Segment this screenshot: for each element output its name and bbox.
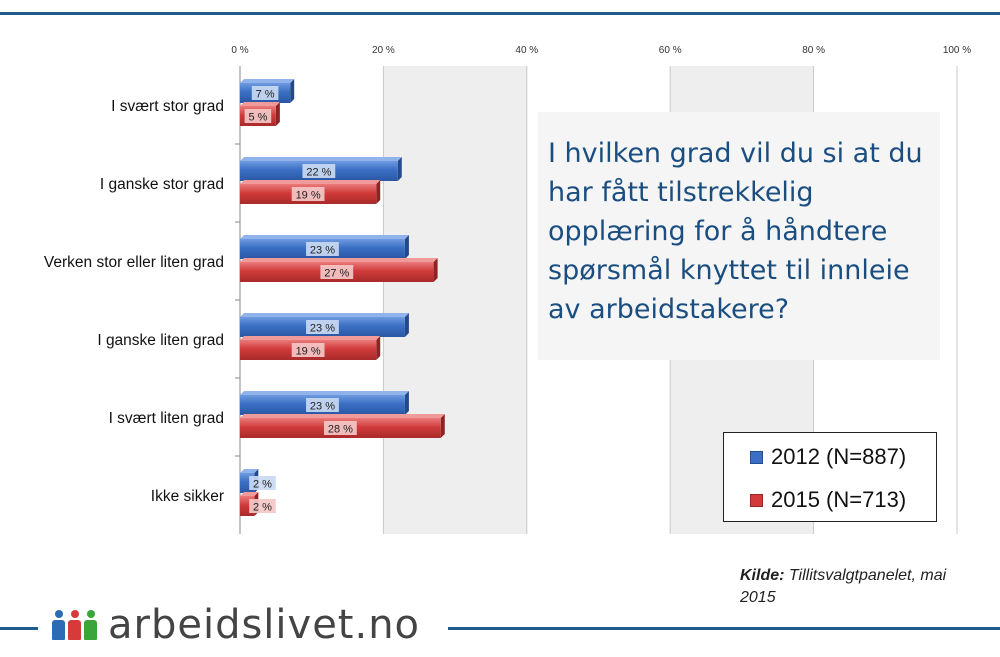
bar-side-2015 (275, 102, 280, 126)
bar-side-2012 (404, 313, 409, 337)
question-box: I hvilken grad vil du si at du har fått … (538, 112, 940, 360)
logo-people-icon (52, 610, 100, 640)
bar-side-2012 (290, 79, 295, 103)
bar-side-2015 (376, 180, 381, 204)
data-label-box (323, 421, 357, 435)
logo: arbeidslivet.no (52, 600, 420, 650)
data-label-box (291, 187, 325, 201)
top-rule (0, 12, 1000, 15)
data-label-box (251, 86, 279, 100)
bar-side-2015 (440, 414, 445, 438)
person-icon-green (84, 610, 97, 640)
source-label: Kilde: (740, 567, 785, 584)
category-label: I ganske stor grad (100, 176, 224, 193)
data-label-box (306, 242, 339, 256)
data-label: 22 % (306, 167, 331, 179)
bar-side-2015 (376, 336, 381, 360)
data-label: 27 % (324, 268, 349, 280)
legend-item-2012: 2012 (N=887) (750, 444, 906, 470)
data-label: 23 % (310, 323, 335, 335)
bar-top-2012 (240, 469, 259, 473)
source-text: Tillitsvalgtpanelet, mai 2015 (740, 567, 947, 606)
bar-top-2015 (240, 180, 381, 184)
data-label: 19 % (296, 190, 321, 202)
chart-legend: 2012 (N=887) 2015 (N=713) (723, 432, 937, 522)
question-text: I hvilken grad vil du si at du har fått … (548, 138, 923, 325)
data-label: 2 % (253, 479, 272, 491)
data-label-box (320, 265, 354, 279)
bar-side-2012 (404, 391, 409, 415)
footer-rule-right (448, 627, 1000, 630)
bar-side-2015 (433, 258, 438, 282)
data-label: 19 % (296, 346, 321, 358)
grid-band (383, 66, 527, 534)
bar-top-2015 (240, 492, 259, 496)
bar-top-2012 (240, 157, 402, 161)
x-tick-label: 20 % (372, 45, 395, 56)
legend-label-2012: 2012 (N=887) (771, 444, 907, 469)
data-label: 7 % (256, 89, 275, 101)
bar-side-2012 (397, 157, 402, 181)
grid-band (240, 66, 384, 534)
category-label: I svært stor grad (111, 98, 224, 115)
bar-top-2015 (240, 414, 445, 418)
category-label: I svært liten grad (109, 410, 224, 427)
legend-swatch-2012 (750, 450, 763, 464)
x-tick-label: 100 % (943, 45, 971, 56)
legend-label-2015: 2015 (N=713) (771, 487, 907, 512)
data-label-box (306, 320, 339, 334)
legend-swatch-2015 (750, 493, 763, 507)
x-tick-label: 0 % (231, 45, 248, 56)
bar-top-2012 (240, 313, 409, 317)
bar-side-2012 (404, 235, 409, 259)
logo-text: arbeidslivet.no (108, 602, 421, 648)
x-tick-label: 80 % (802, 45, 825, 56)
data-label-box (244, 109, 272, 123)
x-tick-label: 40 % (515, 45, 538, 56)
data-label-box (302, 164, 336, 178)
bar-top-2012 (240, 391, 409, 395)
legend-item-2015: 2015 (N=713) (750, 487, 906, 513)
data-label-box (306, 398, 339, 412)
data-label: 2 % (253, 502, 272, 514)
data-label: 23 % (310, 245, 335, 257)
data-label-box (249, 476, 276, 490)
bar-top-2015 (240, 102, 280, 106)
category-label: Ikke sikker (151, 488, 224, 505)
source-note: Kilde: Tillitsvalgtpanelet, mai 2015 (740, 565, 980, 609)
bar-top-2012 (240, 79, 295, 83)
bar-top-2012 (240, 235, 409, 239)
x-tick-label: 60 % (659, 45, 682, 56)
data-label: 28 % (328, 424, 353, 436)
data-label: 23 % (310, 401, 335, 413)
person-icon-red (68, 610, 81, 640)
bar-top-2015 (240, 258, 438, 262)
footer-rule-left (0, 627, 38, 630)
category-label: I ganske liten grad (97, 332, 224, 349)
data-label: 5 % (248, 112, 267, 124)
category-label: Verken stor eller liten grad (44, 254, 224, 271)
bar-top-2015 (240, 336, 381, 340)
data-label-box (291, 343, 325, 357)
data-label-box (249, 499, 276, 513)
person-icon-blue (52, 610, 65, 640)
